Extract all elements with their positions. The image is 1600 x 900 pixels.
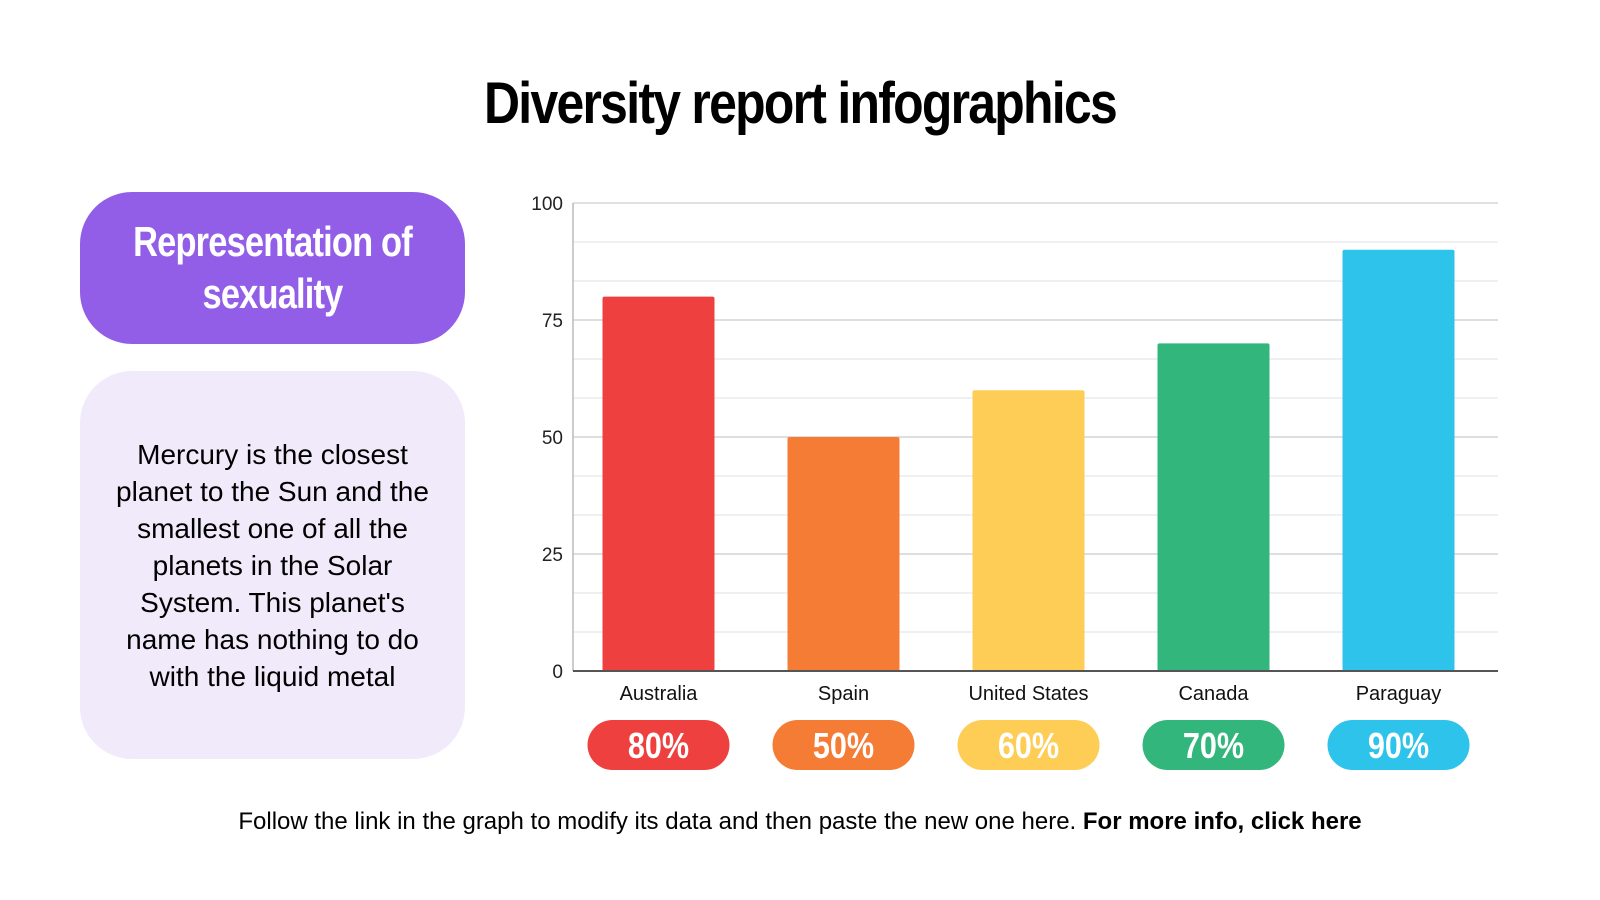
value-label: 80% [628, 727, 689, 767]
y-tick-label: 25 [542, 545, 563, 566]
x-tick-label: United States [968, 683, 1088, 705]
y-tick-label: 75 [542, 311, 563, 332]
value-pill [1142, 720, 1285, 770]
footer-text: Follow the link in the graph to modify i… [238, 808, 1083, 835]
topic-label: Representation of sexuality [133, 218, 413, 317]
bar [1342, 249, 1455, 672]
value-label: 90% [1368, 727, 1429, 767]
bar [602, 296, 715, 671]
value-pill [1327, 720, 1470, 770]
value-label: 50% [813, 727, 874, 767]
bar [787, 437, 900, 671]
page-title: Diversity report infographics [484, 71, 1118, 136]
value-label: 70% [1183, 727, 1244, 767]
topic-badge: Representation of sexuality [80, 192, 465, 344]
x-tick-label: Canada [1178, 683, 1249, 705]
y-tick-label: 0 [552, 662, 563, 683]
y-tick-label: 100 [531, 194, 563, 215]
x-tick-label: Spain [818, 683, 869, 705]
more-info-link[interactable]: For more info, click here [1082, 808, 1362, 835]
footer-note: Follow the link in the graph to modify i… [0, 808, 1600, 836]
description-panel: Mercury is the closest planet to the Sun… [80, 371, 465, 759]
description-text: Mercury is the closest planet to the Sun… [116, 438, 429, 692]
x-tick-label: Paraguay [1356, 683, 1442, 705]
value-label: 60% [998, 727, 1059, 767]
x-tick-label: Australia [620, 683, 699, 705]
bar [1157, 343, 1270, 671]
y-tick-label: 50 [542, 428, 563, 449]
value-pill [957, 720, 1100, 770]
value-pill [587, 720, 730, 770]
bar [972, 390, 1085, 671]
value-pill [772, 720, 915, 770]
